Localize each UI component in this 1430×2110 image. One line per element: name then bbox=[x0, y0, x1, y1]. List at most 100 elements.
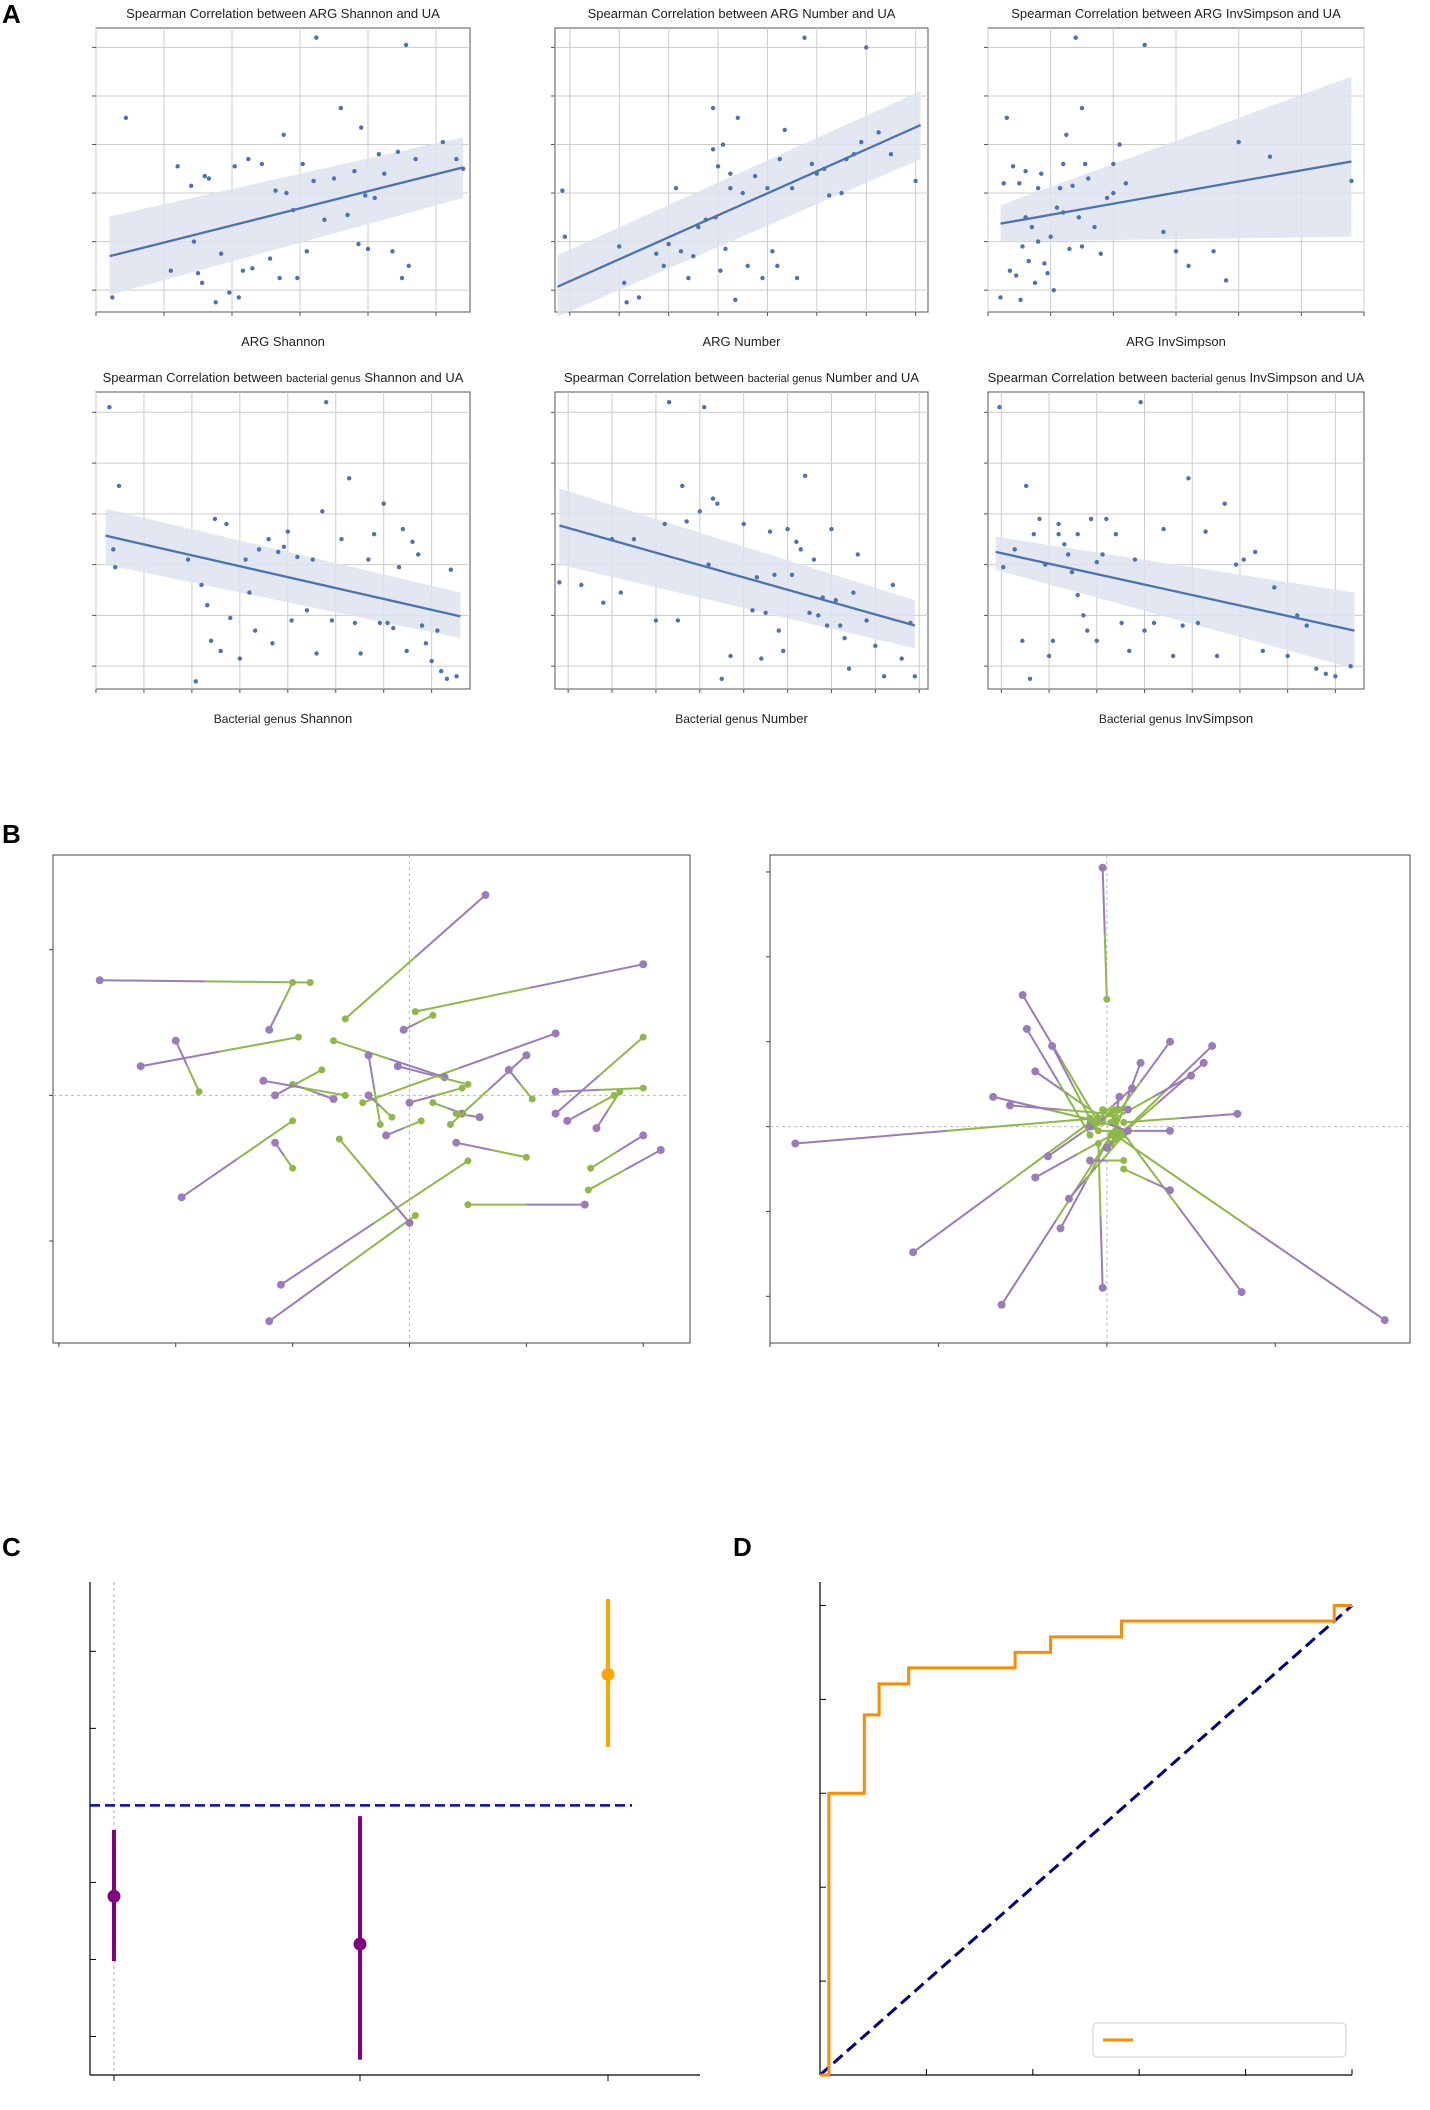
data-point bbox=[1111, 190, 1116, 196]
data-point bbox=[365, 246, 371, 252]
data-point bbox=[826, 193, 832, 198]
spearman-plot-a4: Spearman Correlation between bacterial g… bbox=[92, 370, 471, 726]
data-point bbox=[1111, 161, 1116, 167]
data-point bbox=[1161, 229, 1166, 235]
arrow-green bbox=[341, 1214, 416, 1270]
data-point bbox=[1057, 186, 1063, 191]
data-point bbox=[1026, 258, 1031, 264]
arrow-purple bbox=[1000, 1219, 1058, 1306]
arrow-purple bbox=[140, 1050, 220, 1068]
point-purple bbox=[1166, 1186, 1174, 1195]
arrow-green bbox=[1057, 1081, 1091, 1136]
arrow-purple bbox=[280, 1221, 375, 1286]
arrow-green bbox=[1114, 1096, 1129, 1132]
regression-line bbox=[557, 124, 922, 288]
confidence-band bbox=[995, 536, 1355, 669]
arrow-green bbox=[599, 1087, 644, 1091]
data-point bbox=[236, 295, 241, 300]
data-point bbox=[250, 266, 255, 271]
arrow-green bbox=[1068, 1093, 1104, 1119]
data-point bbox=[723, 246, 728, 252]
data-point bbox=[1267, 154, 1273, 159]
point-purple bbox=[639, 1131, 648, 1140]
arrow-purple bbox=[1059, 1181, 1087, 1229]
point-purple bbox=[1199, 1058, 1208, 1067]
data-point bbox=[859, 139, 864, 145]
data-point bbox=[410, 539, 415, 544]
data-point bbox=[715, 501, 720, 506]
arrow-green bbox=[598, 1036, 644, 1077]
data-point bbox=[735, 115, 740, 121]
data-point bbox=[653, 618, 659, 623]
point-green bbox=[610, 1091, 618, 1099]
point-green bbox=[639, 1033, 647, 1041]
data-point bbox=[890, 582, 896, 588]
data-point bbox=[750, 608, 755, 613]
point-green bbox=[289, 978, 297, 986]
arrow-purple bbox=[1146, 1178, 1171, 1192]
point-purple bbox=[382, 1131, 391, 1140]
data-point bbox=[789, 572, 795, 577]
data-point bbox=[913, 178, 918, 184]
chart-title: Spearman Correlation between ARG Number … bbox=[588, 6, 896, 21]
data-point bbox=[1086, 176, 1091, 181]
data-point bbox=[439, 669, 444, 674]
data-point bbox=[1075, 592, 1080, 598]
point-green bbox=[1090, 1118, 1098, 1126]
procrustes-plot-b2 bbox=[766, 854, 1411, 1347]
point-green bbox=[411, 1212, 419, 1220]
point-green bbox=[306, 978, 314, 986]
data-point bbox=[218, 648, 223, 654]
data-point bbox=[403, 42, 409, 48]
point-purple bbox=[95, 976, 104, 985]
data-point bbox=[123, 115, 129, 121]
point-green bbox=[1107, 1131, 1115, 1139]
arrow-green bbox=[1055, 1134, 1112, 1221]
data-point bbox=[107, 405, 112, 410]
data-point bbox=[1037, 516, 1042, 522]
data-point bbox=[396, 564, 402, 570]
data-point bbox=[429, 658, 434, 664]
data-point bbox=[227, 290, 232, 295]
arrow-purple bbox=[555, 1088, 600, 1093]
data-point bbox=[1348, 663, 1353, 669]
arrow-green bbox=[1123, 1168, 1148, 1181]
data-point bbox=[838, 623, 843, 628]
data-point bbox=[851, 590, 856, 595]
point-green bbox=[1120, 1118, 1128, 1126]
data-point bbox=[1054, 205, 1060, 210]
arrow-green bbox=[1095, 1134, 1125, 1168]
point-purple bbox=[1086, 1156, 1094, 1165]
arrow-green bbox=[449, 1089, 490, 1126]
point-green bbox=[1099, 1106, 1107, 1114]
data-point bbox=[765, 186, 770, 191]
data-point bbox=[899, 656, 904, 661]
point-purple bbox=[329, 1095, 338, 1103]
data-point bbox=[691, 253, 696, 259]
data-point bbox=[213, 300, 218, 305]
data-point bbox=[1323, 671, 1329, 676]
data-point bbox=[112, 564, 118, 570]
data-point bbox=[218, 251, 224, 256]
data-point bbox=[794, 275, 800, 281]
data-point bbox=[767, 529, 773, 534]
spearman-plot-a5: Spearman Correlation between bacterial g… bbox=[551, 370, 929, 726]
data-point bbox=[381, 501, 386, 506]
point-green bbox=[318, 1066, 326, 1074]
or-point bbox=[601, 1667, 615, 1681]
data-point bbox=[1067, 246, 1072, 252]
point-green bbox=[452, 1110, 460, 1118]
data-point bbox=[314, 35, 319, 40]
data-point bbox=[720, 142, 726, 147]
arrow-purple bbox=[616, 1134, 644, 1153]
x-axis-label: ARG Number bbox=[702, 334, 781, 349]
data-point bbox=[1088, 516, 1094, 522]
data-point bbox=[1014, 273, 1019, 278]
data-point bbox=[802, 473, 808, 478]
data-point bbox=[300, 161, 305, 167]
legend-box bbox=[1092, 2022, 1347, 2058]
data-point bbox=[617, 244, 622, 249]
data-point bbox=[562, 234, 568, 239]
point-purple bbox=[909, 1248, 918, 1257]
point-purple bbox=[592, 1124, 601, 1133]
